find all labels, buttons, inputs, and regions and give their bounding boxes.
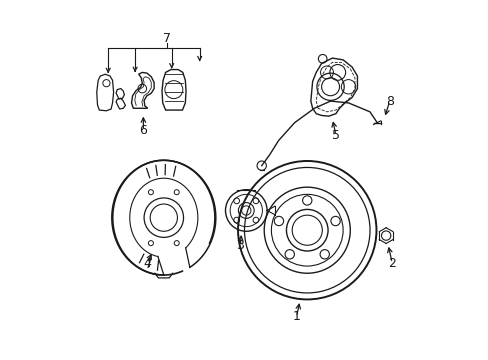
- Text: 7: 7: [163, 32, 171, 45]
- Text: 2: 2: [387, 257, 395, 270]
- Text: 5: 5: [331, 129, 339, 142]
- Text: 3: 3: [236, 239, 244, 252]
- Text: 8: 8: [385, 95, 393, 108]
- Text: 6: 6: [139, 124, 147, 137]
- Text: 1: 1: [292, 310, 300, 324]
- Text: 4: 4: [142, 257, 151, 270]
